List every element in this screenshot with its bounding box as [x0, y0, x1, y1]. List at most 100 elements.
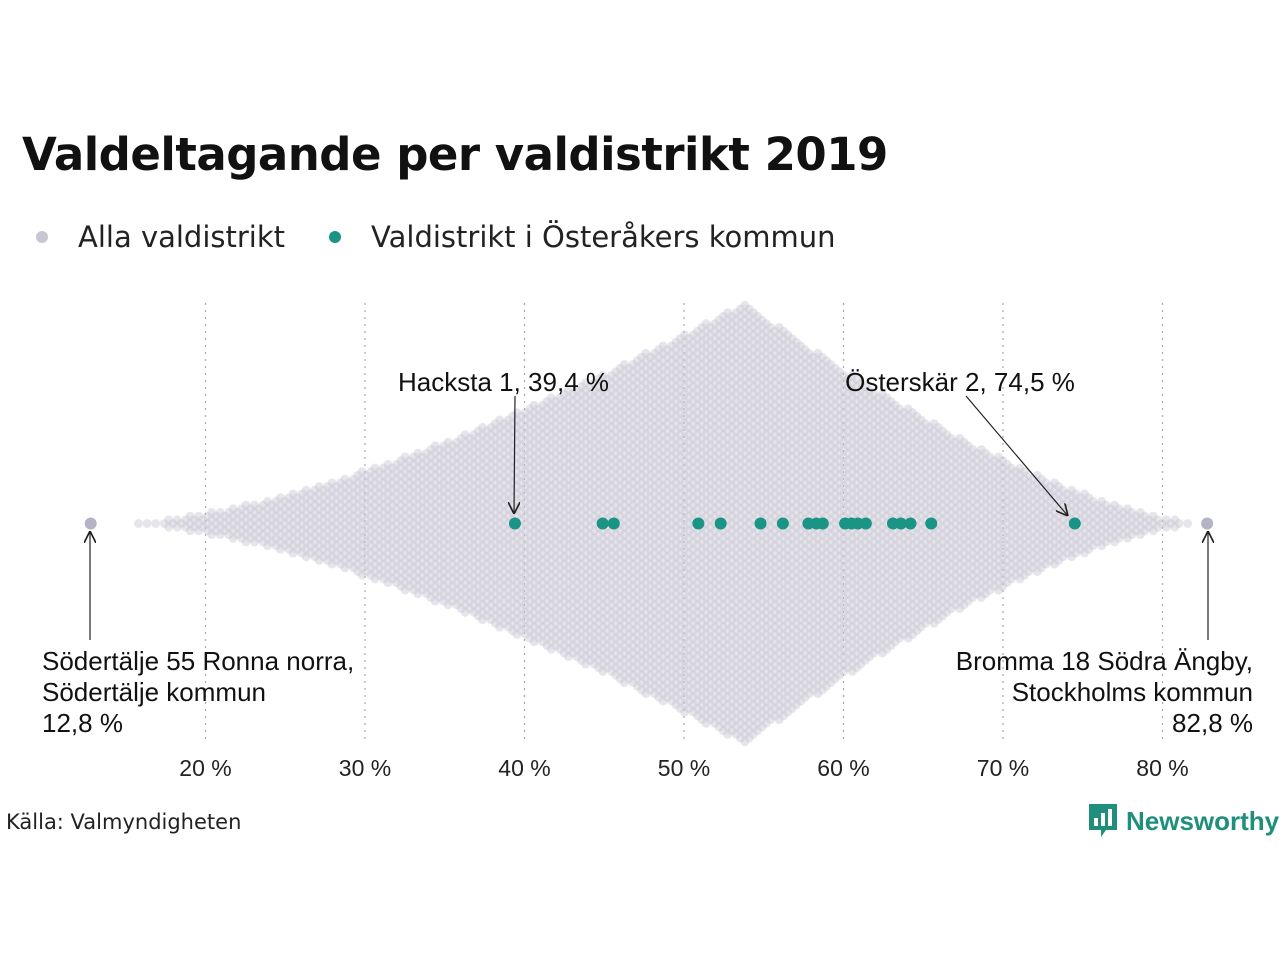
swarm-point — [426, 452, 436, 462]
swarm-point — [310, 485, 320, 495]
swarm-point — [374, 511, 384, 521]
swarm-point — [400, 570, 410, 580]
x-tick-label: 60 % — [817, 755, 869, 781]
swarm-point — [413, 559, 423, 569]
swarm-point — [362, 530, 371, 539]
swarm-point — [370, 485, 380, 495]
swarm-point — [392, 496, 401, 506]
swarm-point — [314, 526, 324, 536]
swarm-point — [426, 533, 436, 543]
swarm-point — [267, 530, 277, 539]
swarm-point — [426, 482, 436, 491]
swarm-point — [284, 515, 294, 525]
swarm-point — [366, 570, 376, 580]
swarm-point — [306, 489, 315, 499]
swarm-point — [366, 496, 376, 506]
swarm-point — [396, 463, 406, 473]
swarm-point — [314, 504, 324, 514]
swarm-point — [194, 511, 204, 521]
swarm-point — [211, 519, 221, 528]
swarm-point — [392, 482, 401, 491]
swarm-point — [301, 515, 311, 525]
swarm-point — [392, 474, 401, 484]
swarm-point — [250, 508, 259, 517]
swarm-point — [323, 489, 333, 499]
swarm-point — [327, 478, 337, 488]
swarm-point — [254, 526, 264, 536]
swarm-point — [430, 471, 440, 480]
swarm-point — [336, 508, 345, 517]
swarm-point — [280, 519, 290, 528]
swarm-point — [297, 511, 307, 521]
swarm-point — [383, 504, 393, 514]
swarm-point — [224, 522, 234, 532]
swarm-point — [417, 533, 427, 543]
swarm-point — [224, 508, 234, 517]
x-tick-label: 80 % — [1136, 755, 1188, 781]
swarm-point — [331, 533, 341, 543]
swarm-point — [301, 530, 311, 539]
swarm-point — [267, 508, 277, 517]
swarm-point — [250, 522, 259, 532]
swarm-point — [387, 567, 397, 576]
swarm-point — [280, 511, 290, 521]
swarm-point — [233, 530, 242, 539]
swarm-point — [366, 541, 376, 551]
swarm-point — [185, 519, 195, 528]
swarm-point — [353, 567, 363, 576]
swarm-point — [276, 500, 285, 510]
swarm-point — [400, 459, 410, 469]
swarm-point — [430, 537, 440, 547]
swarm-point — [396, 552, 406, 562]
swarm-point — [357, 541, 367, 551]
swarm-point — [349, 504, 358, 514]
swarm-point — [336, 530, 345, 539]
swarm-point — [417, 504, 427, 514]
swarm-point — [357, 474, 367, 484]
swarm-point — [396, 493, 406, 502]
swarm-point — [379, 530, 388, 539]
swarm-point — [271, 511, 281, 521]
swarm-point — [344, 559, 354, 569]
swarm-point — [426, 563, 436, 573]
swarm-point — [276, 493, 285, 502]
swarm-point — [271, 541, 281, 551]
swarm-point — [430, 559, 440, 569]
swarm-point — [370, 537, 380, 547]
swarm-point — [263, 496, 272, 506]
swarm-point — [374, 482, 384, 491]
swarm-point — [245, 511, 255, 521]
swarm-point — [383, 563, 393, 573]
swarm-point — [233, 508, 242, 517]
swarm-point — [344, 530, 354, 539]
legend-item-all: Alla valdistrikt — [36, 220, 285, 254]
swarm-point — [241, 500, 251, 510]
swarm-point — [362, 545, 371, 554]
swarm-point — [417, 578, 427, 588]
swarm-point — [362, 471, 371, 480]
swarm-point — [258, 530, 268, 539]
swarm-point — [392, 511, 401, 521]
swarm-point — [314, 541, 324, 551]
swarm-point — [417, 459, 427, 469]
swarm-point — [310, 515, 320, 525]
swarm-point — [297, 533, 307, 543]
swarm-point — [306, 541, 315, 551]
swarm-point — [426, 489, 436, 499]
swarm-point — [396, 545, 406, 554]
swarm-point — [422, 500, 431, 510]
swarm-point — [426, 578, 436, 588]
swarm-point — [172, 522, 182, 532]
swarm-point — [224, 530, 234, 539]
swarm-point — [417, 452, 427, 462]
swarm-point — [405, 582, 414, 591]
swarm-point — [362, 537, 371, 547]
swarm-point — [387, 471, 397, 480]
swarm-point — [422, 545, 431, 554]
swarm-point — [211, 511, 221, 521]
swarm-point — [357, 548, 367, 558]
swarm-point — [276, 508, 285, 517]
swarm-point — [280, 526, 290, 536]
swarm-point — [422, 456, 431, 465]
swarm-point — [366, 526, 376, 536]
